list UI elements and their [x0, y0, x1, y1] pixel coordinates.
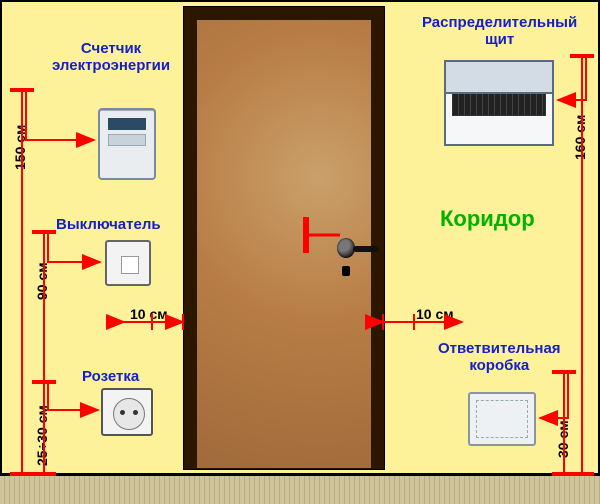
junction-box-icon	[468, 392, 536, 446]
switch-label: Выключатель	[56, 216, 161, 233]
panel-label: Распределительный щит	[422, 14, 577, 49]
floor	[0, 473, 600, 504]
dim-outlet-height: 25÷30 см	[34, 405, 50, 466]
dim-meter-height: 150 см	[12, 125, 28, 170]
dim-gap-left: 10 см	[130, 306, 168, 322]
room-label: Коридор	[440, 206, 535, 231]
keyhole-icon	[342, 266, 350, 276]
outlet-label: Розетка	[82, 368, 139, 385]
light-switch-icon	[105, 240, 151, 286]
dim-switch-height: 90 см	[34, 262, 50, 300]
door-handle-icon	[337, 238, 355, 258]
door-leaf	[196, 19, 372, 469]
meter-label: Счетчик электроэнергии	[52, 40, 170, 75]
electric-meter-icon	[98, 108, 156, 180]
power-outlet-icon	[101, 388, 153, 436]
distribution-panel-icon	[444, 60, 554, 146]
door-frame	[183, 6, 385, 470]
dim-panel-height: 160 см	[572, 115, 588, 160]
jbox-label: Ответвительная коробка	[438, 340, 561, 375]
dim-gap-right: 10 см	[416, 306, 454, 322]
dim-jbox-height: 30 см	[555, 420, 571, 458]
